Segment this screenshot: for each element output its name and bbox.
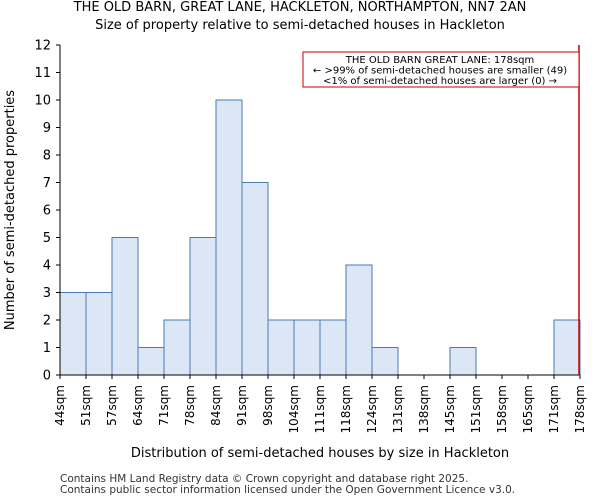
x-tick-label: 51sqm [79,385,93,426]
y-tick-label: 7 [43,176,51,191]
x-tick-label: 104sqm [287,385,301,433]
footer-licence: Contains public sector information licen… [60,484,516,496]
x-tick-label: 124sqm [365,385,379,433]
chart-title: THE OLD BARN, GREAT LANE, HACKLETON, NOR… [73,0,527,15]
x-tick-label: 71sqm [157,385,171,426]
y-tick-label: 2 [43,314,51,329]
bar-171sqm [553,319,581,376]
x-tick-label: 98sqm [261,385,275,426]
y-tick-label: 4 [43,259,51,274]
chart-subtitle: Size of property relative to semi-detach… [95,18,505,33]
bar-118sqm [345,264,373,376]
x-tick-label: 57sqm [105,385,119,426]
footer-copyright: Contains HM Land Registry data © Crown c… [60,473,469,485]
bar-104sqm [293,319,321,376]
x-tick-label: 131sqm [391,385,405,433]
x-tick-label: 78sqm [183,385,197,426]
bar-84sqm [215,99,243,376]
x-axis-label: Distribution of semi-detached houses by … [131,446,509,461]
y-tick-label: 9 [43,121,51,136]
bar-64sqm [137,347,165,376]
annotation-line: <1% of semi-detached houses are larger (… [323,76,557,87]
x-tick-label: 145sqm [443,385,457,433]
bar-57sqm [111,237,139,376]
y-tick-label: 11 [34,66,51,81]
annotation-box [302,51,580,88]
y-tick-label: 12 [34,39,51,54]
x-tick-label: 44sqm [53,385,67,426]
x-tick-label: 138sqm [417,385,431,433]
y-axis-label: Number of semi-detached properties [3,90,18,330]
annotation-line: THE OLD BARN GREAT LANE: 178sqm [345,55,535,66]
bar-78sqm [189,237,217,376]
x-tick-label: 158sqm [495,385,509,433]
bar-44sqm [59,292,87,376]
x-tick-label: 84sqm [209,385,223,426]
bar-98sqm [267,319,295,376]
y-tick-label: 8 [43,149,51,164]
bar-71sqm [163,319,191,376]
x-tick-label: 91sqm [235,385,249,426]
x-tick-label: 165sqm [521,385,535,433]
annotation-line: ← >99% of semi-detached houses are small… [313,66,567,77]
x-tick-label: 151sqm [469,385,483,433]
bar-145sqm [449,347,477,376]
y-tick-label: 1 [43,341,51,356]
y-tick-label: 10 [34,94,51,109]
y-tick-label: 5 [43,231,51,246]
y-tick-label: 0 [43,369,51,384]
x-tick-label: 64sqm [131,385,145,426]
x-tick-label: 171sqm [547,385,561,433]
bar-111sqm [319,319,347,376]
bar-51sqm [85,292,113,376]
y-tick-label: 6 [43,204,51,219]
bar-124sqm [371,347,399,376]
bar-91sqm [241,182,269,376]
x-tick-label: 178sqm [573,385,587,433]
x-tick-label: 111sqm [313,385,327,433]
x-tick-label: 118sqm [339,385,353,433]
y-tick-label: 3 [43,286,51,301]
